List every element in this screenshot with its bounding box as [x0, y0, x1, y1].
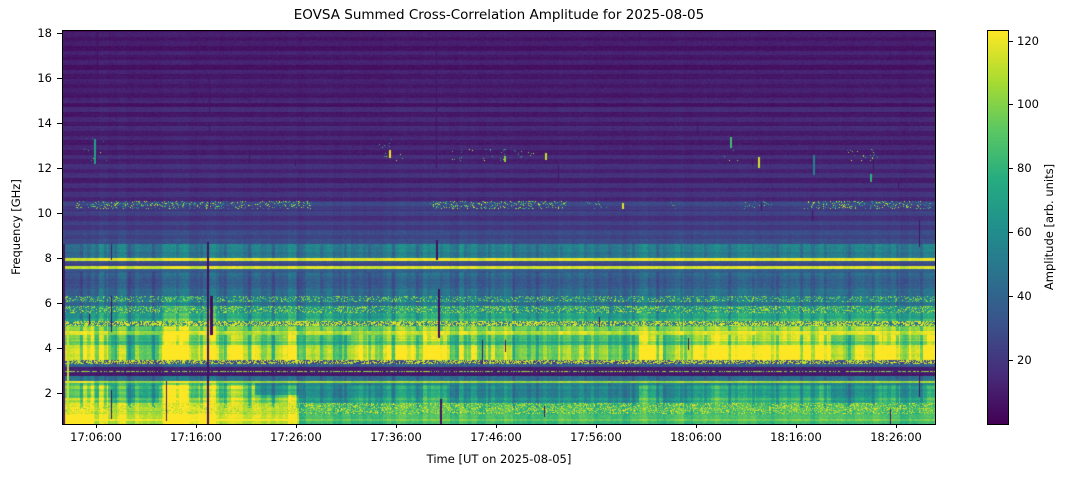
colorbar-tick-mark	[1009, 296, 1013, 298]
x-tick-label: 17:16:00	[170, 430, 222, 444]
x-tick-mark	[595, 424, 597, 428]
spectrogram-image	[63, 31, 935, 424]
y-tick-label: 2	[44, 385, 52, 400]
x-tick-label: 17:06:00	[70, 430, 122, 444]
colorbar-tick-label: 60	[1017, 225, 1032, 240]
x-tick-mark	[195, 424, 197, 428]
y-tick-mark	[57, 392, 62, 394]
x-tick-mark	[496, 424, 498, 428]
plot-area	[62, 30, 936, 425]
colorbar-tick-label: 20	[1017, 353, 1032, 368]
y-tick-mark	[57, 167, 62, 169]
colorbar-tick-label: 120	[1017, 33, 1039, 48]
y-tick-label: 6	[44, 295, 52, 310]
colorbar-tick-mark	[1009, 168, 1013, 170]
y-tick-mark	[57, 212, 62, 214]
x-tick-mark	[396, 424, 398, 428]
colorbar-tick-mark	[1009, 232, 1013, 234]
colorbar-tick-mark	[1009, 104, 1013, 106]
x-tick-label: 18:26:00	[870, 430, 922, 444]
y-tick-label: 8	[44, 250, 52, 265]
y-tick-label: 14	[37, 116, 52, 131]
y-tick-mark	[57, 123, 62, 125]
chart-title: EOVSA Summed Cross-Correlation Amplitude…	[293, 7, 705, 23]
y-tick-mark	[57, 302, 62, 304]
y-tick-mark	[57, 78, 62, 80]
x-tick-label: 18:16:00	[770, 430, 822, 444]
y-tick-label: 10	[37, 205, 52, 220]
x-tick-mark	[95, 424, 97, 428]
x-tick-label: 18:06:00	[670, 430, 722, 444]
y-tick-mark	[57, 33, 62, 35]
x-tick-mark	[796, 424, 797, 428]
colorbar-tick-label: 40	[1017, 289, 1032, 304]
x-tick-label: 17:46:00	[470, 430, 522, 444]
y-tick-mark	[57, 347, 62, 349]
y-tick-label: 18	[37, 26, 52, 41]
y-tick-label: 16	[37, 71, 52, 86]
colorbar-gradient	[988, 31, 1008, 424]
colorbar-tick-label: 100	[1017, 97, 1039, 112]
colorbar-tick-label: 80	[1017, 161, 1032, 176]
y-tick-mark	[57, 257, 62, 259]
x-tick-mark	[695, 424, 697, 428]
y-tick-label: 12	[37, 160, 52, 175]
y-tick-label: 4	[44, 340, 52, 355]
colorbar-tick-mark	[1009, 360, 1013, 362]
x-tick-label: 17:26:00	[270, 430, 322, 444]
x-tick-label: 17:36:00	[370, 430, 422, 444]
colorbar-tick-mark	[1009, 40, 1013, 42]
x-tick-mark	[896, 424, 898, 428]
x-axis-label: Time [UT on 2025-08-05]	[426, 452, 572, 466]
x-tick-label: 17:56:00	[570, 430, 622, 444]
colorbar-label: Amplitude [arb. units]	[1042, 163, 1056, 291]
colorbar	[987, 30, 1009, 425]
x-tick-mark	[295, 424, 297, 428]
